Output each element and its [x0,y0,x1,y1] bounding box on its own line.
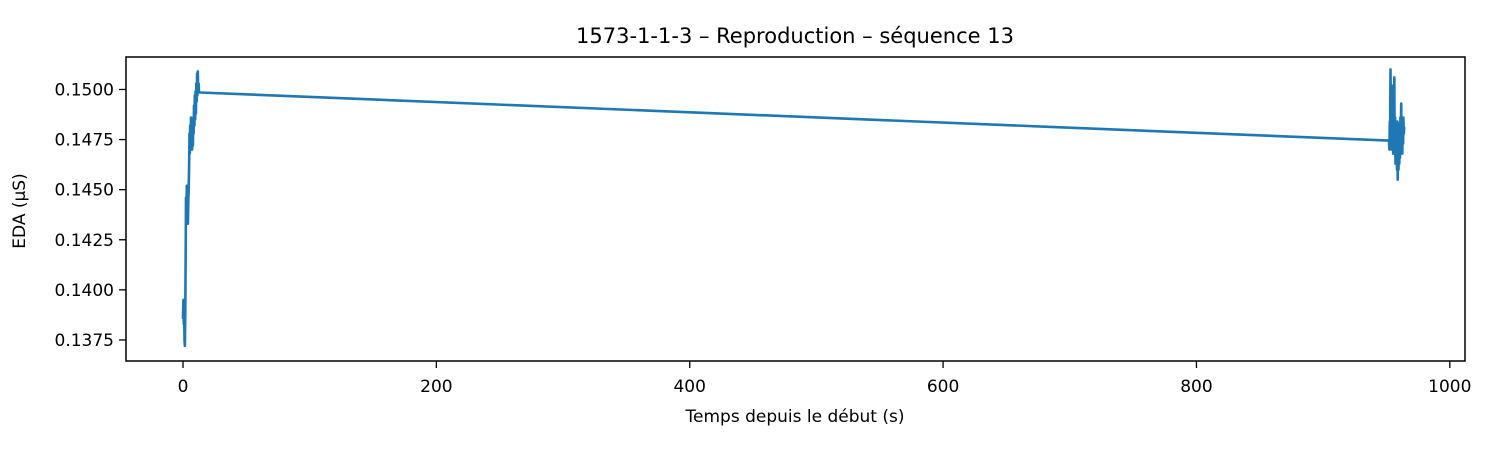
y-tick-label: 0.1400 [55,281,114,301]
y-axis-ticks: 0.1375 0.1400 0.1425 0.1450 0.1475 0.1500 [55,80,126,351]
plot-frame [125,56,1466,362]
x-tick-label: 200 [420,377,452,397]
chart-title: 1573-1-1-3 – Reproduction – séquence 13 [576,24,1014,48]
y-tick-label: 0.1475 [55,131,114,151]
x-axis-ticks: 0 200 400 600 800 1000 [178,361,1471,397]
y-tick-label: 0.1425 [55,231,114,251]
x-tick-label: 600 [927,377,959,397]
y-tick-label: 0.1375 [55,331,114,351]
x-axis-label: Temps depuis le début (s) [685,407,905,427]
x-tick-label: 0 [178,377,189,397]
y-axis-label: EDA (µS) [10,173,30,248]
y-tick-label: 0.1500 [55,80,114,100]
y-tick-label: 0.1450 [55,181,114,201]
x-tick-label: 400 [673,377,705,397]
x-tick-label: 800 [1180,377,1212,397]
series-line [181,68,1406,348]
x-tick-label: 1000 [1428,377,1471,397]
plot-area [181,68,1406,348]
